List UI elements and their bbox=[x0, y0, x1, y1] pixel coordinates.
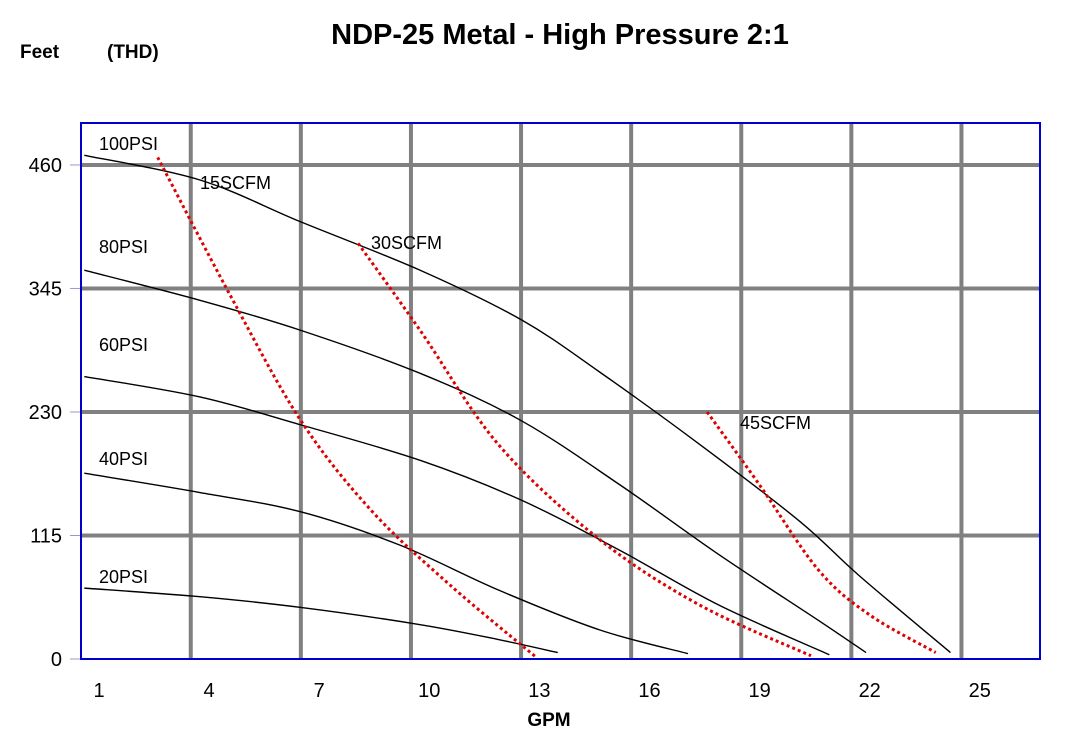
x-tick-label: 13 bbox=[528, 680, 550, 702]
series-line-15scfm bbox=[156, 156, 537, 659]
chart-title: NDP-25 Metal - High Pressure 2:1 bbox=[331, 19, 789, 51]
x-tick-label: 1 bbox=[93, 680, 104, 702]
tick-labels: 0 115 230 345 460 1 4 7 10 13 16 19 22 25 bbox=[29, 155, 991, 702]
series-line-45scfm bbox=[705, 411, 937, 654]
series-labels: 100PSI 80PSI 60PSI 40PSI 20PSI 15SCFM 30SCFM 45… bbox=[99, 134, 811, 587]
series-line-30scfm bbox=[356, 242, 812, 658]
y-tick-label: 115 bbox=[30, 525, 62, 547]
x-tick-label: 10 bbox=[418, 680, 440, 702]
series-label-60psi: 60PSI bbox=[99, 335, 148, 355]
series-line-60psi bbox=[84, 375, 830, 656]
series-line-100psi bbox=[84, 154, 951, 654]
curves bbox=[84, 154, 951, 659]
y-tick-label: 460 bbox=[29, 155, 62, 177]
series-label-80psi: 80PSI bbox=[99, 237, 148, 257]
x-tick-label: 25 bbox=[969, 680, 991, 702]
y-tick-label: 0 bbox=[51, 649, 62, 671]
x-tick-label: 16 bbox=[638, 680, 660, 702]
x-tick-label: 19 bbox=[748, 680, 770, 702]
series-line-80psi bbox=[84, 269, 867, 654]
grid bbox=[70, 123, 1040, 660]
series-label-40psi: 40PSI bbox=[99, 449, 148, 469]
series-label-45scfm: 45SCFM bbox=[740, 413, 811, 433]
plot-frame bbox=[80, 122, 1041, 660]
series-label-20psi: 20PSI bbox=[99, 567, 148, 587]
series-label-100psi: 100PSI bbox=[99, 134, 158, 154]
y-axis-unit-label: (THD) bbox=[107, 42, 159, 63]
x-tick-label: 4 bbox=[204, 680, 215, 702]
series-line-20psi bbox=[84, 587, 558, 654]
y-axis-label: Feet bbox=[20, 42, 60, 63]
series-line-40psi bbox=[84, 472, 689, 655]
series-label-15scfm: 15SCFM bbox=[200, 173, 271, 193]
series-label-30scfm: 30SCFM bbox=[371, 233, 442, 253]
x-tick-label: 22 bbox=[859, 680, 881, 702]
y-tick-label: 230 bbox=[29, 402, 62, 424]
x-axis-label: GPM bbox=[527, 710, 570, 731]
y-tick-label: 345 bbox=[29, 278, 62, 300]
x-tick-label: 7 bbox=[314, 680, 325, 702]
